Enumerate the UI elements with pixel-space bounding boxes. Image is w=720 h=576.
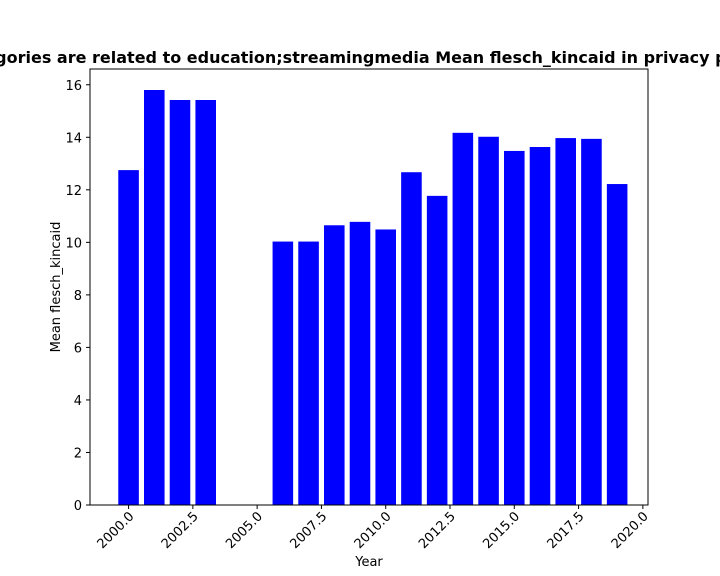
y-tick-label: 16	[65, 79, 82, 94]
x-axis-label: Year	[354, 555, 383, 570]
bar-2002	[169, 99, 191, 505]
x-tick-label: 2002.5	[159, 509, 202, 552]
y-tick-label: 12	[65, 184, 82, 199]
bar-2006	[272, 241, 294, 505]
bar-2012	[426, 195, 448, 506]
bar-2001	[144, 90, 165, 505]
bar-2009	[349, 221, 371, 505]
y-axis-ticks: 0 2 4 6 8 10 12 14 16	[65, 79, 90, 514]
y-tick-label: 8	[74, 289, 82, 304]
y-tick-label: 14	[65, 131, 82, 146]
bar-2014	[478, 136, 499, 505]
plot-frame	[89, 68, 649, 506]
bar-2016	[529, 147, 551, 505]
bar-2010	[375, 229, 396, 505]
bar-2015	[504, 150, 525, 505]
y-tick-label: 10	[65, 236, 82, 251]
chart-title: Categories are related to education;stre…	[0, 48, 720, 67]
x-tick-label: 2005.0	[223, 509, 266, 552]
y-axis-label: Mean flesch_kincaid	[49, 222, 64, 353]
bar-2011	[401, 172, 422, 505]
x-tick-label: 2000.0	[95, 509, 138, 552]
x-tick-label: 2017.5	[545, 509, 588, 552]
y-tick-label: 2	[74, 446, 82, 461]
bar-2000	[118, 170, 139, 505]
bar-2003	[195, 99, 216, 505]
x-tick-label: 2020.0	[609, 509, 652, 552]
x-axis-ticks: 2000.0 2002.5 2005.0 2007.5 2010.0 2012.5 2015…	[95, 505, 652, 552]
x-tick-label: 2015.0	[480, 509, 523, 552]
y-tick-label: 0	[74, 499, 82, 514]
x-tick-label: 2012.5	[416, 509, 459, 552]
bar-2019	[606, 184, 628, 506]
bar-2013	[452, 132, 474, 505]
bar-2008	[324, 225, 345, 506]
bars-group	[118, 90, 628, 506]
x-tick-label: 2010.0	[352, 509, 395, 552]
y-tick-label: 4	[74, 394, 82, 409]
bar-2007	[298, 241, 319, 505]
x-tick-label: 2007.5	[287, 509, 330, 552]
bar-2018	[581, 138, 602, 506]
y-tick-label: 6	[74, 341, 82, 356]
bar-2017	[555, 138, 576, 506]
